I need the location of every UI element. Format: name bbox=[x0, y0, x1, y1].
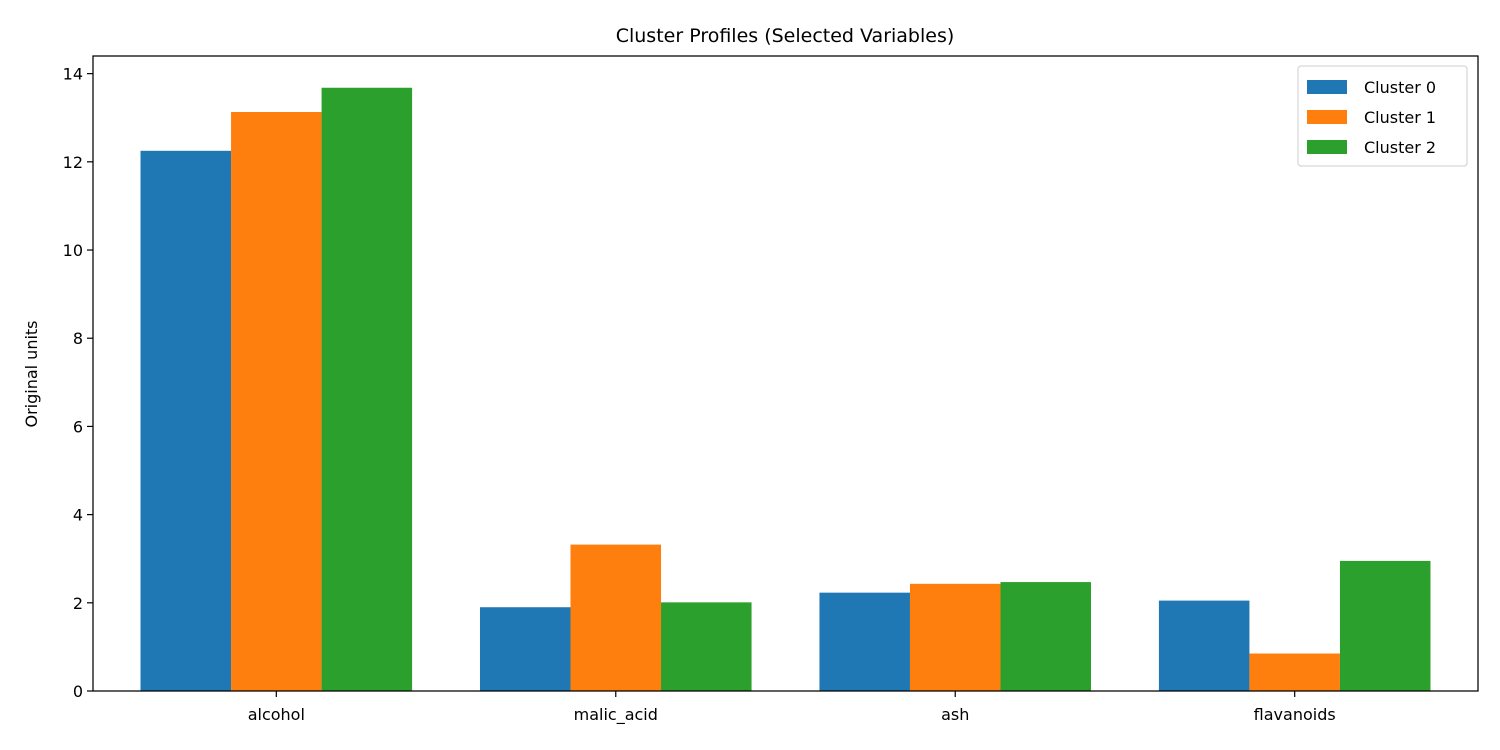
x-tick-label-flavanoids: flavanoids bbox=[1254, 705, 1336, 724]
x-tick-label-alcohol: alcohol bbox=[248, 705, 305, 724]
bar-cluster-0-flavanoids bbox=[1158, 600, 1250, 691]
bars-layer bbox=[140, 87, 1431, 691]
x-tick-label-malic_acid: malic_acid bbox=[574, 705, 658, 725]
bar-cluster-1-flavanoids bbox=[1249, 653, 1340, 691]
legend-swatch-cluster-0 bbox=[1307, 80, 1347, 94]
y-tick-label: 12 bbox=[63, 153, 83, 172]
y-tick-label: 2 bbox=[73, 594, 83, 613]
bar-cluster-1-malic_acid bbox=[570, 544, 662, 691]
x-axis-ticks: alcohol malic_acid ash flavanoids bbox=[248, 691, 1336, 725]
y-tick-label: 10 bbox=[63, 241, 83, 260]
chart-title: Cluster Profiles (Selected Variables) bbox=[616, 25, 955, 47]
bar-cluster-1-ash bbox=[909, 583, 1001, 691]
y-tick-label: 0 bbox=[73, 682, 83, 701]
bar-cluster-0-malic_acid bbox=[479, 607, 571, 691]
legend-swatch-cluster-1 bbox=[1307, 110, 1347, 124]
bar-cluster-1-alcohol bbox=[231, 112, 322, 691]
y-tick-label: 6 bbox=[73, 417, 83, 436]
y-axis-ticks: 0 2 4 6 8 10 12 14 bbox=[63, 65, 93, 701]
bar-cluster-2-flavanoids bbox=[1339, 560, 1431, 691]
y-tick-label: 8 bbox=[73, 329, 83, 348]
bar-cluster-2-alcohol bbox=[321, 87, 413, 691]
bar-cluster-0-alcohol bbox=[140, 150, 232, 691]
bar-cluster-2-ash bbox=[1000, 582, 1092, 691]
bar-cluster-2-malic_acid bbox=[661, 602, 752, 691]
legend-label-cluster-1: Cluster 1 bbox=[1364, 108, 1436, 127]
plot-frame bbox=[92, 55, 1479, 692]
legend: Cluster 0 Cluster 1 Cluster 2 bbox=[1297, 65, 1468, 167]
legend-label-cluster-0: Cluster 0 bbox=[1364, 78, 1436, 97]
x-tick-label-ash: ash bbox=[941, 705, 969, 724]
y-tick-label: 14 bbox=[63, 65, 83, 84]
legend-label-cluster-2: Cluster 2 bbox=[1364, 138, 1436, 157]
bar-cluster-0-ash bbox=[819, 592, 910, 691]
legend-swatch-cluster-2 bbox=[1307, 140, 1347, 154]
y-tick-label: 4 bbox=[73, 506, 83, 525]
y-axis-label: Original units bbox=[22, 320, 41, 427]
